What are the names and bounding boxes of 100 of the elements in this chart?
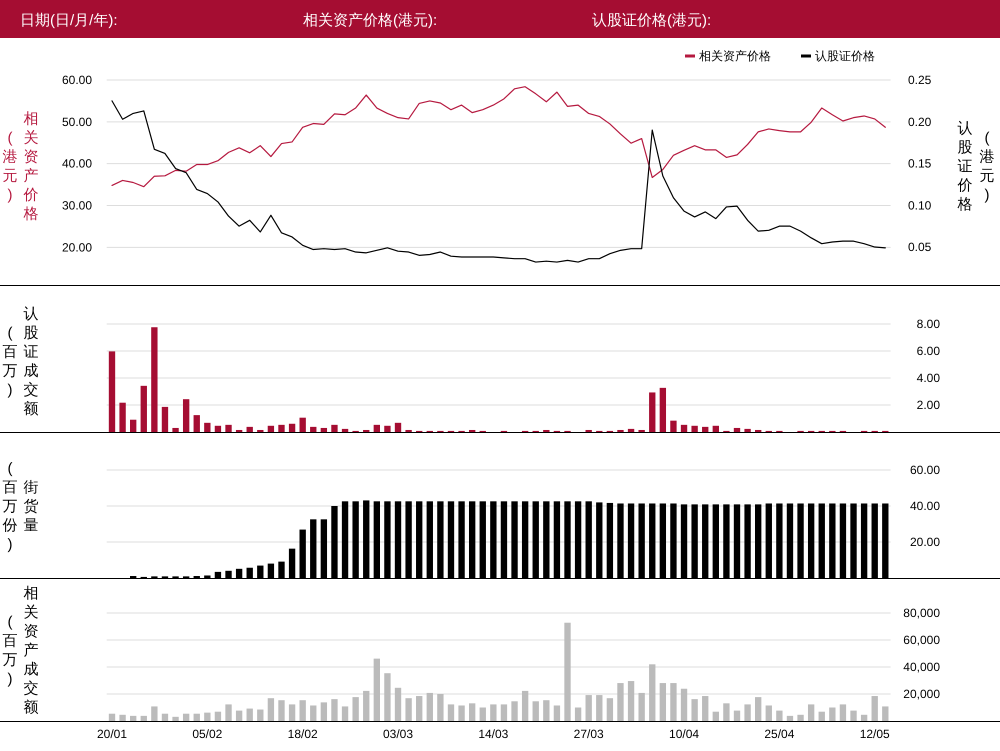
bar	[638, 692, 645, 721]
bar	[374, 658, 380, 721]
bar	[299, 418, 306, 432]
bar	[680, 424, 688, 432]
bar	[818, 712, 825, 721]
y-tick-label: 6.00	[916, 344, 940, 358]
bar	[649, 664, 656, 721]
text: 认股证价格(港元):	[592, 12, 712, 29]
bar	[458, 705, 465, 721]
bar	[394, 688, 402, 721]
x-tick-label: 27/03	[574, 727, 604, 741]
bar	[288, 704, 296, 721]
bar	[543, 700, 550, 721]
text: 相关资产价格(港元):	[303, 12, 438, 29]
bar	[691, 699, 698, 721]
y-tick-label: 2.00	[916, 398, 940, 412]
bar	[214, 712, 222, 721]
y-tick-label: 40,000	[903, 660, 940, 674]
bar	[108, 351, 116, 432]
bar	[490, 704, 497, 721]
bar	[119, 714, 126, 721]
bar	[596, 695, 602, 721]
bar	[554, 705, 560, 721]
bar	[172, 716, 179, 721]
text: 日期(日/月/年):	[20, 12, 118, 29]
bar	[352, 697, 359, 721]
x-tick-label: 25/04	[764, 727, 795, 741]
bar	[172, 428, 179, 432]
bar	[480, 708, 486, 721]
bar	[660, 683, 666, 721]
bar	[162, 714, 168, 721]
bar	[564, 622, 571, 721]
bar	[310, 705, 316, 721]
y-tick-label: 40.00	[62, 156, 92, 171]
bar	[405, 698, 412, 721]
bar	[522, 690, 528, 721]
bar	[797, 714, 804, 721]
bar	[182, 714, 190, 721]
bar	[225, 424, 232, 432]
bar	[586, 695, 592, 721]
bar	[363, 690, 370, 721]
bar	[840, 704, 846, 721]
x-tick-label: 20/01	[96, 727, 128, 741]
bar	[712, 426, 719, 432]
bar	[416, 696, 422, 721]
y-tick-label: 8.00	[916, 317, 940, 331]
bar	[140, 716, 147, 721]
bar	[437, 694, 444, 721]
y-tick-label: 40.00	[910, 499, 940, 513]
bar	[268, 426, 274, 432]
bar	[532, 701, 539, 721]
text: 相关资产价格(港元)	[2, 110, 38, 222]
bar	[130, 420, 136, 432]
y-tick-label: 50.00	[62, 114, 92, 129]
bar	[734, 428, 740, 432]
bar	[734, 710, 740, 721]
bar	[670, 420, 677, 432]
bar	[278, 700, 285, 721]
bar	[214, 426, 222, 432]
y2-tick-label: 0.20	[908, 114, 932, 129]
bar	[268, 698, 274, 721]
bar	[712, 712, 719, 721]
text: 街货量(百万份)	[2, 460, 38, 553]
y-tick-label: 60,000	[903, 633, 940, 647]
x-tick-label: 18/02	[288, 727, 318, 741]
bar	[225, 704, 232, 721]
bar	[151, 706, 158, 721]
bar	[246, 426, 253, 432]
bar	[162, 406, 168, 432]
x-tick-label: 14/03	[478, 727, 509, 741]
bar	[500, 704, 508, 721]
bar	[872, 696, 878, 721]
bar	[628, 428, 634, 432]
bar	[342, 706, 348, 721]
bar	[723, 703, 730, 721]
y-tick-label: 20.00	[910, 535, 940, 549]
bar	[278, 424, 285, 432]
y-tick-label: 20.00	[62, 240, 92, 254]
bar	[288, 424, 296, 432]
bar	[649, 392, 656, 432]
bar	[776, 710, 783, 721]
bar	[426, 692, 433, 721]
bar	[786, 716, 794, 721]
bar	[140, 386, 147, 432]
y2-tick-label: 0.05	[908, 240, 932, 254]
bar	[617, 683, 624, 721]
bar	[299, 700, 306, 721]
bar	[236, 710, 242, 721]
bar	[766, 705, 772, 721]
bar	[182, 399, 190, 432]
bar	[194, 415, 200, 432]
bar	[394, 422, 402, 432]
bar	[130, 716, 136, 721]
y-tick-label: 4.00	[916, 371, 940, 385]
bar	[204, 422, 211, 432]
bar	[744, 428, 751, 432]
bar	[702, 426, 708, 432]
bar	[342, 428, 348, 432]
bar	[670, 683, 677, 721]
legend-label: 相关资产价格	[699, 49, 771, 63]
